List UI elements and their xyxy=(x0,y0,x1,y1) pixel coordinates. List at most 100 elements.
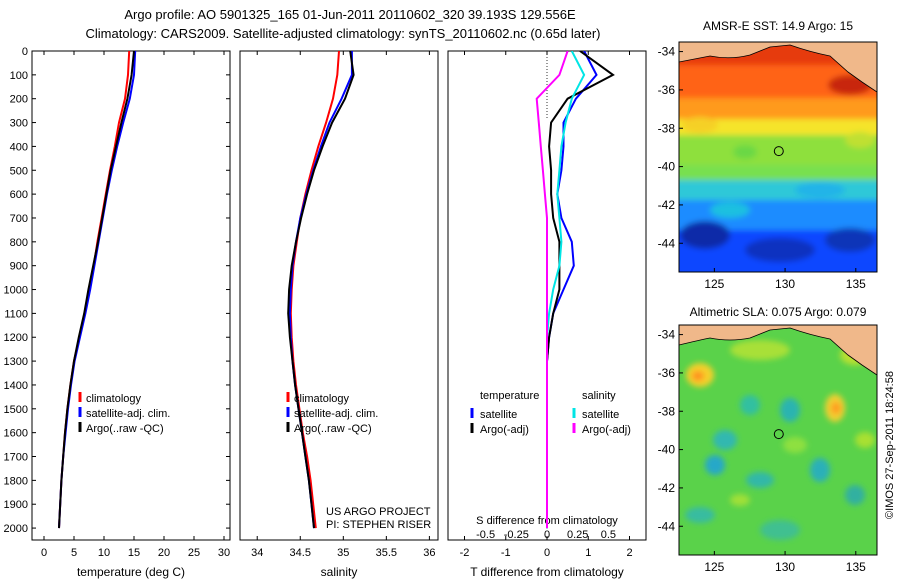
y-tick-label: 500 xyxy=(10,165,28,177)
sla-map-title: Altimetric SLA: 0.075 Argo: 0.079 xyxy=(690,305,867,319)
y-tick-label: 1400 xyxy=(4,380,28,392)
map-y-tick-label: -38 xyxy=(658,121,676,135)
x-axis-label: temperature (deg C) xyxy=(77,565,185,579)
x-tick-label: 36 xyxy=(423,547,435,559)
temperature-profile-panel: 0100200300400500600700800900100011001200… xyxy=(4,46,231,579)
y-tick-label: 1600 xyxy=(4,428,28,440)
copyright-timestamp: ©IMOS 27-Sep-2011 18:24:58 xyxy=(884,371,896,519)
map-y-tick-label: -34 xyxy=(658,328,676,342)
sst-argo-marker xyxy=(773,146,784,157)
x-tick-label: 15 xyxy=(128,547,140,559)
map-x-tick-label: 125 xyxy=(704,277,724,291)
top-tick-label: -0.25 xyxy=(504,529,529,541)
salinity-profile-panel: 34 34.5 35 35.5 36 salinity climatology satelli… xyxy=(239,50,439,579)
y-tick-label: 0 xyxy=(22,46,28,58)
series-line xyxy=(58,51,135,529)
sla-map-frame xyxy=(678,324,878,556)
x-tick-label: 34.5 xyxy=(290,547,311,559)
y-tick-label: 800 xyxy=(10,237,28,249)
map-y-tick-label: -42 xyxy=(658,198,676,212)
map-x-tick-label: 135 xyxy=(846,560,866,574)
x-axis-label: salinity xyxy=(321,565,358,579)
legend-label: Argo(..raw -QC) xyxy=(86,423,164,435)
sla-argo-marker xyxy=(773,429,784,440)
y-tick-label: 2000 xyxy=(4,523,28,535)
sst-map-title: AMSR-E SST: 14.9 Argo: 15 xyxy=(703,19,853,33)
y-tick-label: 100 xyxy=(10,70,28,82)
y-tick-label: 300 xyxy=(10,118,28,130)
legend-label: Argo(-adj) xyxy=(480,424,529,436)
sst-map-panel: AMSR-E SST: 14.9 Argo: 15 xyxy=(658,19,878,291)
map-y-tick-label: -36 xyxy=(658,366,676,380)
top-tick-label: 0.5 xyxy=(601,529,616,541)
y-tick-label: 200 xyxy=(10,94,28,106)
x-tick-label: 20 xyxy=(158,547,170,559)
x-tick-label: 5 xyxy=(71,547,77,559)
legend-label: satellite-adj. clim. xyxy=(86,408,170,420)
top-tick-label: 0 xyxy=(544,529,550,541)
x-tick-label: 35 xyxy=(337,547,349,559)
map-x-tick-label: 130 xyxy=(775,277,795,291)
x-axis-label: T difference from climatology xyxy=(470,565,624,579)
y-tick-label: 400 xyxy=(10,141,28,153)
legend-label: Argo(-adj) xyxy=(582,424,631,436)
y-tick-label: 1300 xyxy=(4,356,28,368)
map-x-tick-label: 135 xyxy=(846,277,866,291)
y-tick-label: 700 xyxy=(10,213,28,225)
figure-title-line2: Climatology: CARS2009. Satellite-adjuste… xyxy=(86,26,601,41)
x-tick-label: 2 xyxy=(626,547,632,559)
x-tick-label: 10 xyxy=(98,547,110,559)
legend-label: climatology xyxy=(86,393,142,405)
y-tick-label: 900 xyxy=(10,261,28,273)
sla-heatmap xyxy=(679,325,877,555)
legend-label: climatology xyxy=(294,393,350,405)
y-tick-label: 600 xyxy=(10,189,28,201)
x-tick-label: -1 xyxy=(501,547,511,559)
figure-title-line1: Argo profile: AO 5901325_165 01-Jun-2011… xyxy=(124,7,576,22)
x-tick-label: 0 xyxy=(41,547,47,559)
map-y-tick-label: -40 xyxy=(658,443,676,457)
x-tick-label: 34 xyxy=(251,547,263,559)
y-tick-label: 1000 xyxy=(4,285,28,297)
sst-heatmap xyxy=(679,42,877,272)
y-tick-label: 1900 xyxy=(4,499,28,511)
plot-frame xyxy=(239,50,439,541)
series-group xyxy=(535,51,615,529)
map-y-tick-label: -40 xyxy=(658,160,676,174)
top-tick-label: 0.25 xyxy=(567,529,588,541)
map-y-tick-label: -44 xyxy=(658,519,676,533)
y-tick-label: 1200 xyxy=(4,332,28,344)
project-annotation: US ARGO PROJECT xyxy=(326,506,431,518)
sla-map-panel: Altimetric SLA: 0.075 Argo: 0.079 xyxy=(658,305,878,574)
x-tick-label: 0 xyxy=(544,547,550,559)
map-y-tick-label: -34 xyxy=(658,45,676,59)
map-x-tick-label: 130 xyxy=(775,560,795,574)
y-tick-label: 1100 xyxy=(4,308,28,320)
legend-header: salinity xyxy=(582,390,616,402)
x-tick-label: -2 xyxy=(460,547,470,559)
plot-frame xyxy=(31,50,231,541)
legend-label: Argo(..raw -QC) xyxy=(294,423,372,435)
legend-header: temperature xyxy=(480,390,539,402)
map-y-tick-label: -42 xyxy=(658,481,676,495)
map-y-tick-label: -38 xyxy=(658,404,676,418)
x-tick-label: 35.5 xyxy=(376,547,397,559)
sst-map-frame xyxy=(678,41,878,273)
y-tick-label: 1500 xyxy=(4,404,28,416)
legend-label: satellite xyxy=(480,409,517,421)
x-tick-label: 30 xyxy=(218,547,230,559)
series-line xyxy=(535,51,569,529)
legend-label: satellite-adj. clim. xyxy=(294,408,378,420)
map-y-tick-label: -44 xyxy=(658,236,676,250)
x-tick-label: 1 xyxy=(585,547,591,559)
series-group xyxy=(58,51,137,529)
top-tick-label: -0.5 xyxy=(476,529,495,541)
project-annotation: PI: STEPHEN RISER xyxy=(326,519,431,531)
map-x-tick-label: 125 xyxy=(704,560,724,574)
series-line xyxy=(287,51,355,529)
x-tick-label: 25 xyxy=(188,547,200,559)
series-group xyxy=(287,51,355,529)
legend-label: satellite xyxy=(582,409,619,421)
